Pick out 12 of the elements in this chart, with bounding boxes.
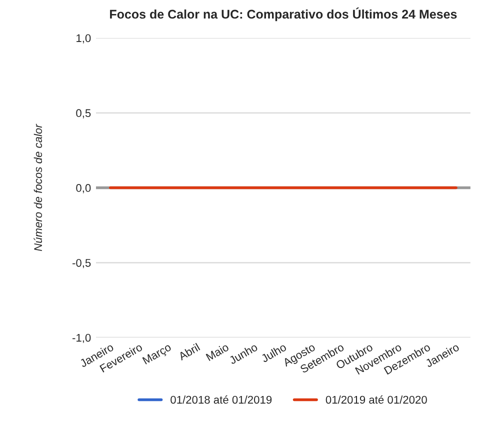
legend-label: 01/2018 até 01/2019 bbox=[170, 395, 272, 404]
y-tick-label: 1,0 bbox=[76, 34, 91, 44]
legend-label: 01/2019 até 01/2020 bbox=[326, 395, 427, 404]
chart-title: Focos de Calor na UC: Comparativo dos Últimos 24 Meses bbox=[110, 7, 457, 22]
x-tick-label: Maio bbox=[206, 342, 230, 362]
y-tick-label: -1,0 bbox=[72, 334, 91, 344]
x-tick-label: Julho bbox=[260, 342, 287, 363]
y-tick-label: -0,5 bbox=[72, 258, 91, 268]
y-tick-label: 0,0 bbox=[76, 184, 91, 194]
y-tick-label: 0,5 bbox=[76, 109, 91, 118]
y-axis-title: Número de focos de calor bbox=[34, 124, 42, 252]
x-tick-label: Abril bbox=[178, 342, 200, 361]
